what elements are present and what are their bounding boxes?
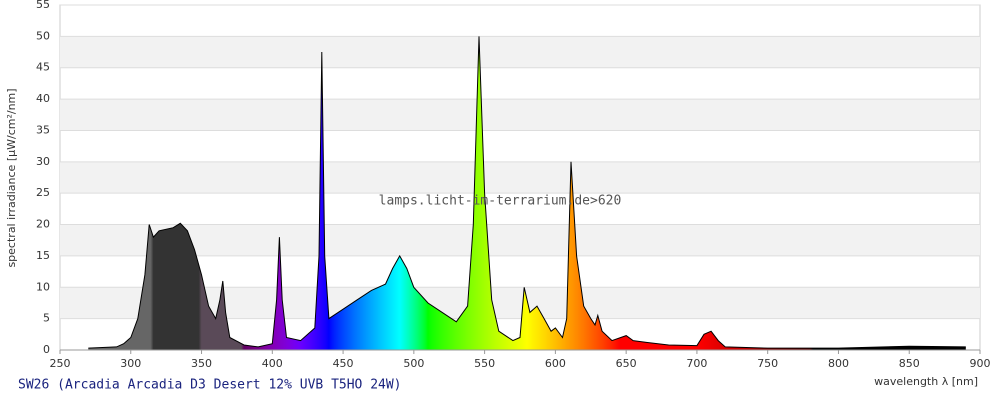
watermark: lamps.licht-im-terrarium.de>620 (379, 194, 622, 209)
y-tick-label: 40 (36, 92, 50, 105)
x-tick-label: 350 (191, 357, 212, 370)
x-tick-label: 500 (403, 357, 424, 370)
x-tick-label: 550 (474, 357, 495, 370)
x-tick-label: 400 (262, 357, 283, 370)
x-tick-label: 250 (50, 357, 71, 370)
y-tick-label: 50 (36, 29, 50, 42)
y-tick-label: 0 (43, 343, 50, 356)
x-tick-label: 300 (120, 357, 141, 370)
y-tick-label: 15 (36, 249, 50, 262)
y-tick-label: 5 (43, 312, 50, 325)
grid-band (60, 161, 980, 194)
x-tick-label: 850 (899, 357, 920, 370)
y-tick-label: 25 (36, 186, 50, 199)
x-axis-label: wavelength λ [nm] (874, 375, 978, 388)
grid-band (60, 224, 980, 256)
y-axis-label: spectral irradiance [µW/cm²/nm] (5, 88, 18, 267)
x-tick-label: 650 (616, 357, 637, 370)
x-tick-label: 900 (970, 357, 991, 370)
y-tick-label: 30 (36, 155, 50, 168)
x-tick-label: 700 (686, 357, 707, 370)
y-tick-label: 35 (36, 123, 50, 136)
x-tick-label: 750 (757, 357, 778, 370)
y-tick-label: 20 (36, 218, 50, 231)
grid-band (60, 99, 980, 131)
x-tick-label: 600 (545, 357, 566, 370)
x-tick-label: 800 (828, 357, 849, 370)
spectrum-area (88, 36, 966, 351)
grid-band (60, 36, 980, 68)
grid-band (60, 287, 980, 319)
spectrum-line (88, 36, 966, 349)
y-tick-label: 10 (36, 280, 50, 293)
y-tick-label: 55 (36, 0, 50, 11)
x-tick-label: 450 (333, 357, 354, 370)
caption: SW26 (Arcadia Arcadia D3 Desert 12% UVB … (18, 378, 402, 393)
y-tick-label: 45 (36, 61, 50, 74)
